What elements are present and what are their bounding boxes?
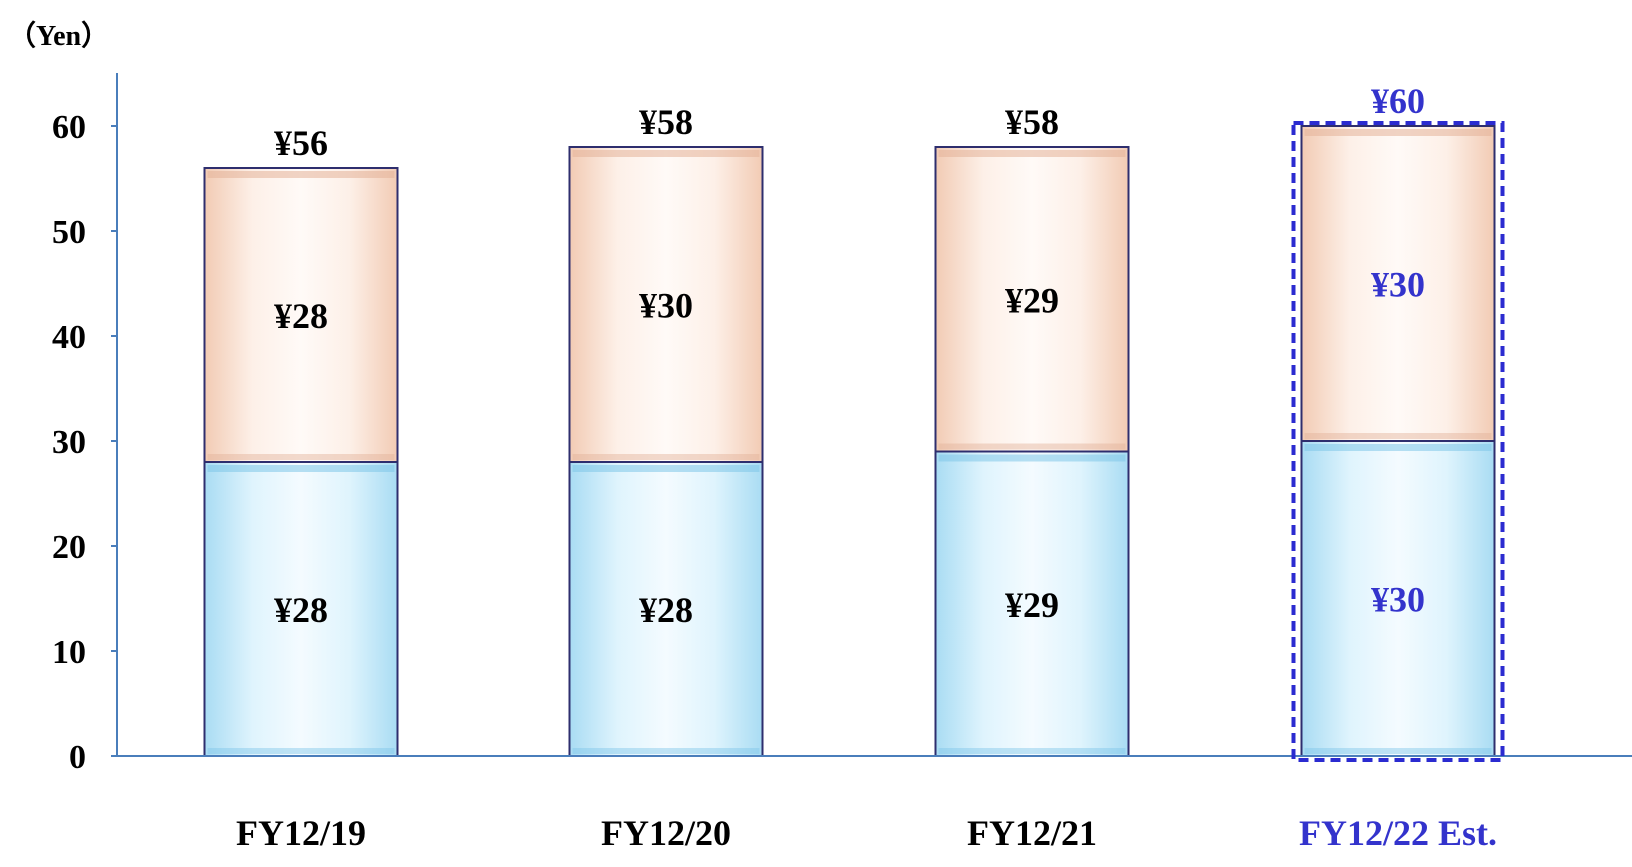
bar-bevel-bottom	[938, 748, 1126, 754]
y-tick-label: 60	[52, 109, 86, 146]
y-axis-unit-label: （Yen）	[8, 21, 110, 52]
total-value-label: ¥58	[639, 102, 693, 142]
bar-bevel-top	[572, 465, 760, 472]
bar-bevel-top	[1304, 129, 1492, 136]
bar-segment	[568, 146, 764, 463]
bar-segment	[1300, 125, 1496, 442]
bar-bevel-bottom	[572, 454, 760, 460]
bar-segment	[203, 167, 399, 463]
segment-value-label: ¥30	[1371, 265, 1425, 305]
bar-bevel-bottom	[1304, 433, 1492, 439]
category-label: FY12/21	[967, 813, 1097, 853]
bar-bevel-top	[207, 465, 395, 472]
total-value-label: ¥60	[1371, 81, 1425, 121]
bar-bevel-bottom	[207, 748, 395, 754]
segment-value-label: ¥28	[274, 590, 328, 630]
y-tick-label: 0	[69, 739, 86, 776]
segment-value-label: ¥30	[639, 286, 693, 326]
segment-value-label: ¥30	[1371, 580, 1425, 620]
total-value-label: ¥58	[1005, 102, 1059, 142]
bar-bevel-bottom	[938, 443, 1126, 450]
y-tick-label: 50	[52, 214, 86, 251]
y-tick-label: 40	[52, 319, 86, 356]
bar-bevel-top	[938, 454, 1126, 462]
bar-segment	[934, 146, 1130, 453]
bar-bevel-top	[207, 171, 395, 178]
bar-segment	[568, 461, 764, 757]
category-label: FY12/20	[601, 813, 731, 853]
bar-bevel-top	[572, 150, 760, 157]
bar-segment	[1300, 440, 1496, 757]
bar-bevel-top	[1304, 444, 1492, 451]
estimate-highlight-frame	[1291, 121, 1505, 762]
y-tick-label: 30	[52, 424, 86, 461]
bar-segment	[203, 461, 399, 757]
total-value-label: ¥56	[274, 123, 328, 163]
bar-bevel-bottom	[207, 454, 395, 460]
bar-bevel-top	[938, 150, 1126, 157]
segment-value-label: ¥29	[1005, 280, 1059, 320]
segment-value-label: ¥28	[274, 296, 328, 336]
segment-value-label: ¥29	[1005, 585, 1059, 625]
bar-bevel-bottom	[1304, 748, 1492, 754]
category-label: FY12/22 Est.	[1299, 813, 1497, 853]
y-tick-label: 10	[52, 634, 86, 671]
bar-bevel-bottom	[572, 748, 760, 754]
y-tick-label: 20	[52, 529, 86, 566]
category-label: FY12/19	[236, 813, 366, 853]
segment-value-label: ¥28	[639, 590, 693, 630]
